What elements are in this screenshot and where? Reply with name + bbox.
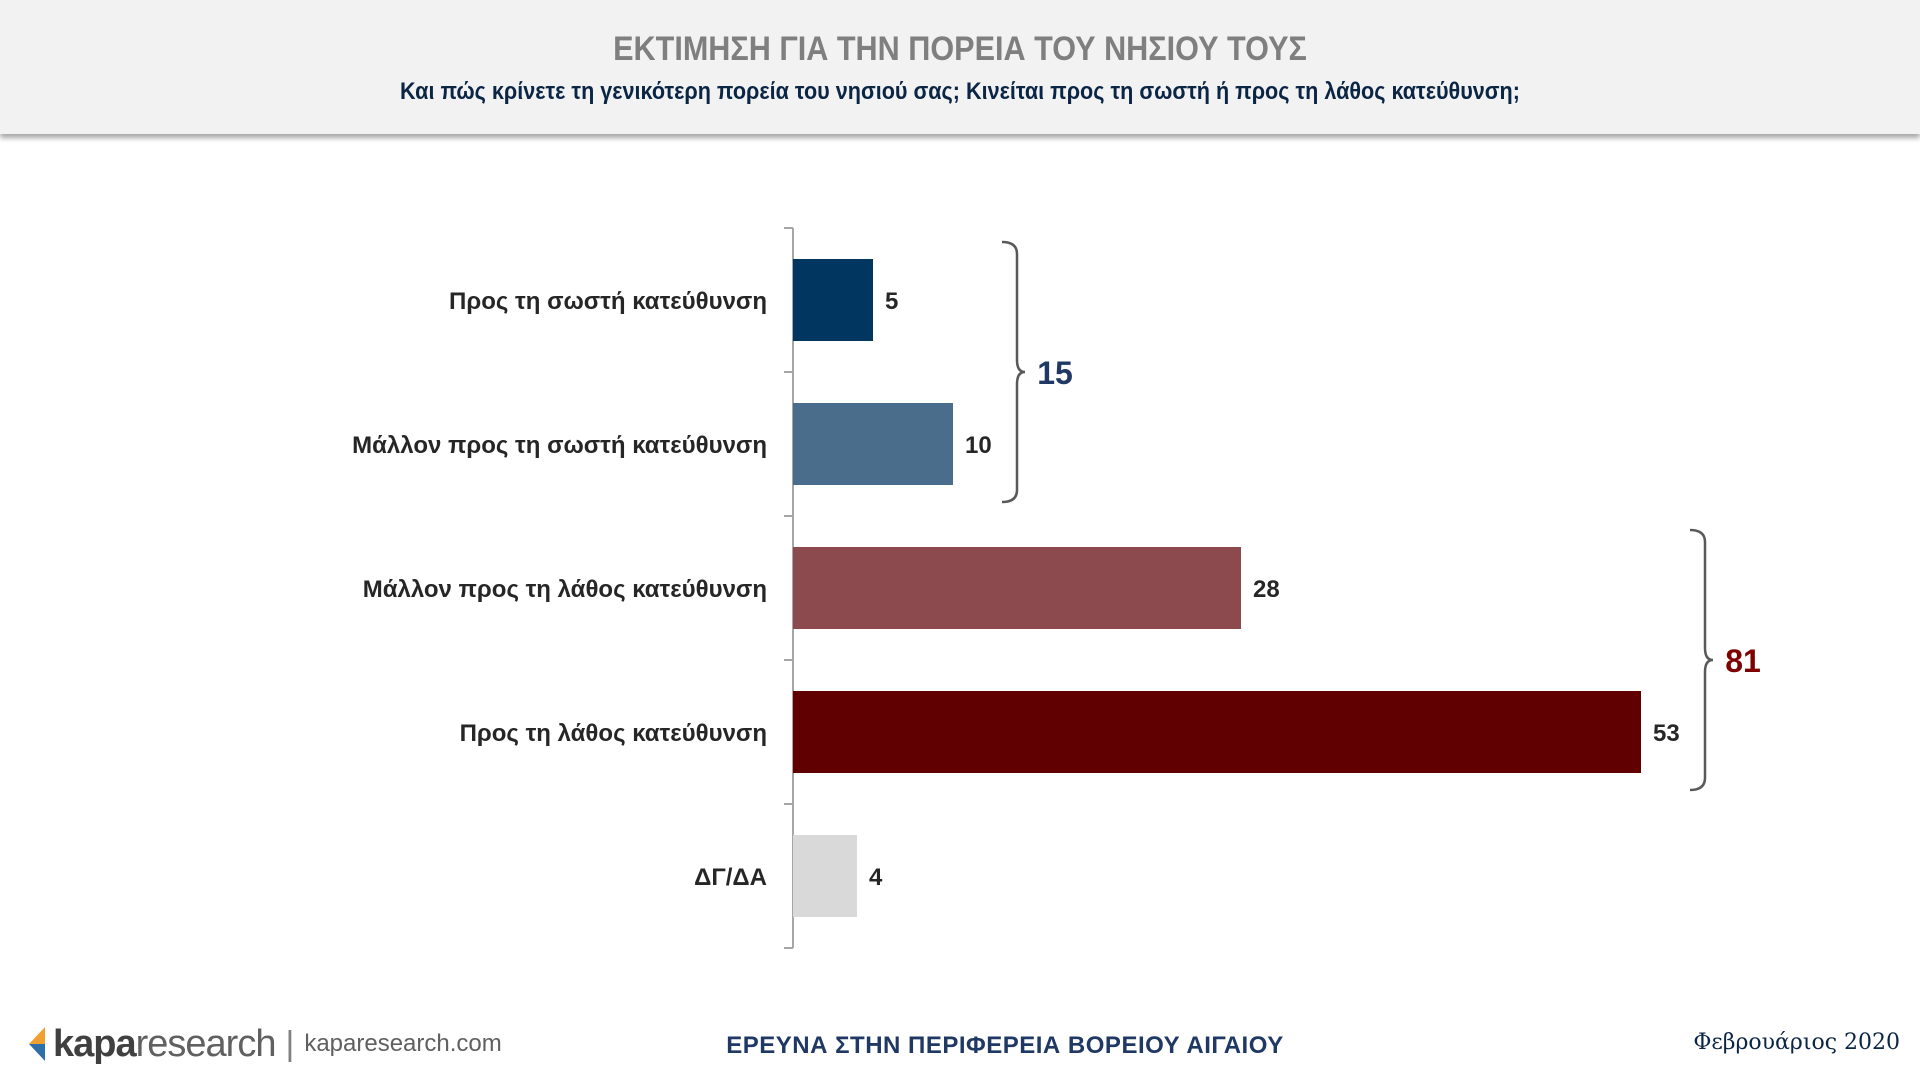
category-label: Μάλλον προς τη λάθος κατεύθυνση	[363, 576, 767, 603]
chart-subtitle: Και πώς κρίνετε τη γενικότερη πορεία του…	[400, 78, 1520, 105]
kapa-logo-icon	[29, 1027, 45, 1061]
data-label: 10	[965, 432, 992, 459]
bar	[793, 403, 953, 485]
header: ΕΚΤΙΜΗΣΗ ΓΙΑ ΤΗΝ ΠΟΡΕΙΑ ΤΟΥ ΝΗΣΙΟΥ ΤΟΥΣ …	[0, 0, 1920, 134]
category-label: Μάλλον προς τη σωστή κατεύθυνση	[352, 432, 767, 459]
group-brace	[1001, 240, 1026, 504]
bar	[793, 259, 873, 341]
data-label: 4	[869, 864, 883, 891]
bar-chart: Προς τη σωστή κατεύθυνση 5 Μάλλον προς τη …	[352, 227, 1761, 949]
website-link[interactable]: kaparesearch.com	[304, 1030, 502, 1057]
brand-name-light: research	[135, 1022, 277, 1065]
data-label: 28	[1253, 576, 1280, 603]
data-label: 53	[1653, 720, 1680, 747]
group-total-label: 15	[1037, 355, 1073, 391]
bar	[793, 547, 1241, 629]
bar	[793, 691, 1641, 773]
survey-date: Φεβρουάριος 2020	[1693, 1030, 1900, 1055]
group-brace	[1689, 528, 1714, 792]
category-label: ΔΓ/ΔΑ	[694, 864, 767, 891]
bar	[793, 835, 857, 917]
brand-separator: |	[285, 1024, 295, 1063]
group-total-label: 81	[1725, 643, 1761, 679]
survey-region-label: ΕΡΕΥΝΑ ΣΤΗΝ ΠΕΡΙΦΕΡΕΙΑ ΒΟΡΕΙΟΥ ΑΙΓΑΙΟΥ	[726, 1032, 1284, 1059]
category-label: Προς τη λάθος κατεύθυνση	[460, 720, 767, 747]
brand-name-bold: kapa	[53, 1022, 137, 1065]
brand-logo: kapa research | kaparesearch.com	[25, 1022, 502, 1066]
data-label: 5	[885, 288, 898, 315]
chart-title: ΕΚΤΙΜΗΣΗ ΓΙΑ ΤΗΝ ΠΟΡΕΙΑ ΤΟΥ ΝΗΣΙΟΥ ΤΟΥΣ	[613, 30, 1307, 68]
category-label: Προς τη σωστή κατεύθυνση	[449, 288, 767, 315]
